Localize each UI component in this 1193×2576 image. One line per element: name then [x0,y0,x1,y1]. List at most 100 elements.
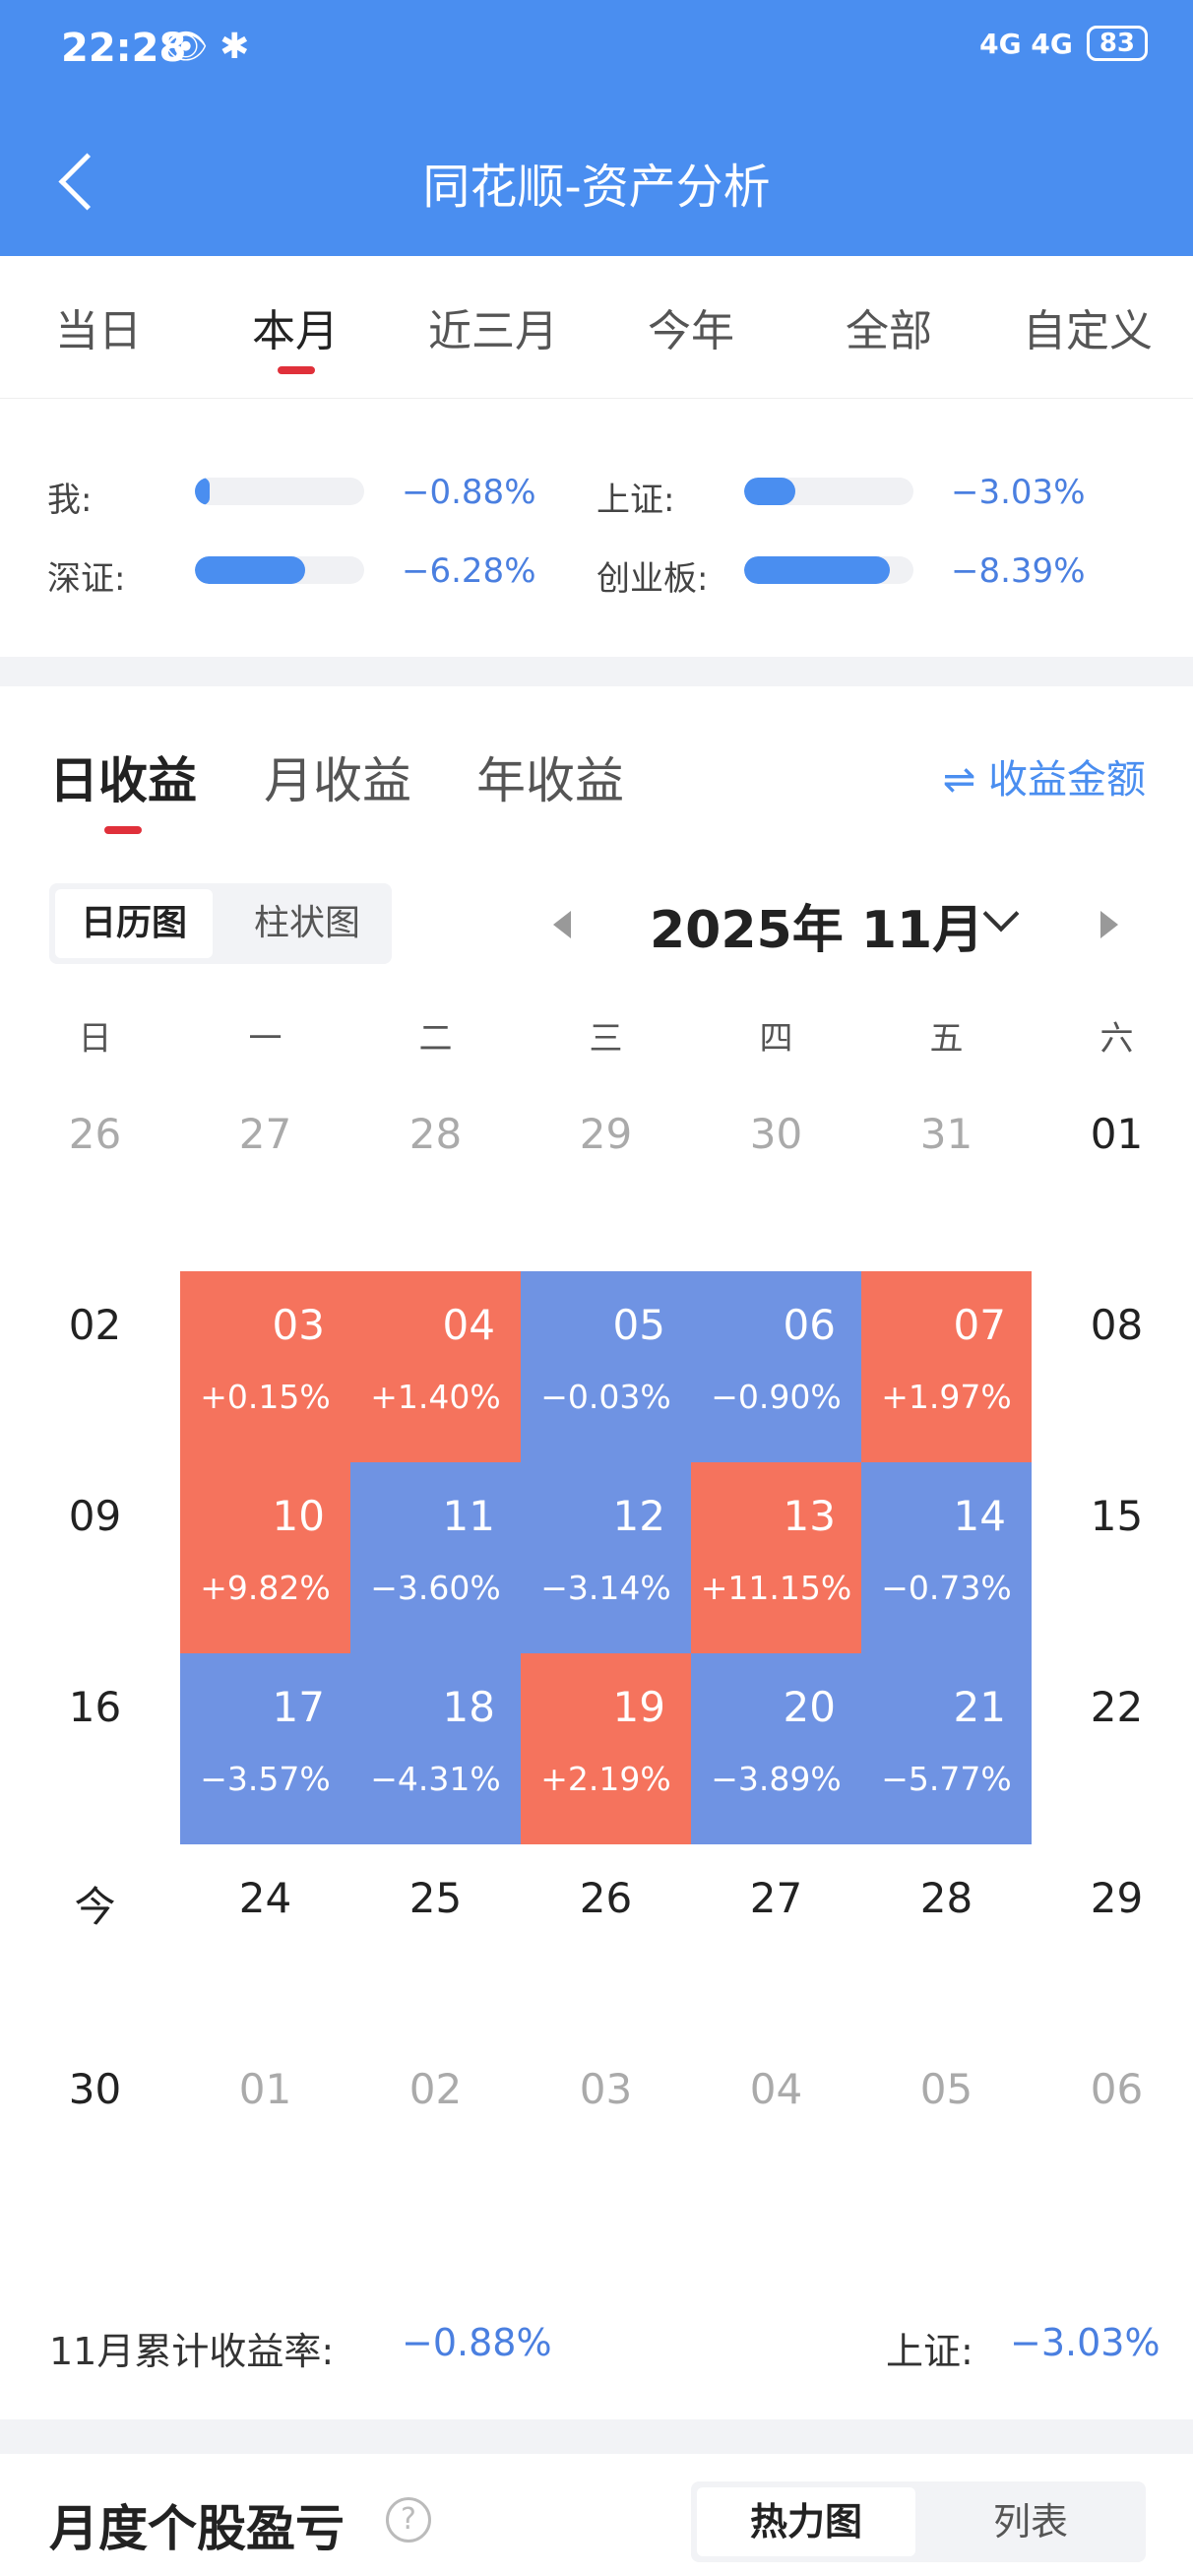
calendar-day[interactable]: 15 [1032,1462,1193,1653]
cmp-bar-me [195,478,364,505]
calendar-day[interactable]: 30 [691,1080,861,1271]
page-title: 同花顺-资产分析 [422,160,771,215]
calendar-day[interactable]: 13 +11.15% [691,1462,861,1653]
day-number: 18 [442,1683,495,1731]
tab-three-months[interactable]: 近三月 [428,306,558,356]
weekday-label: 三 [589,1019,623,1059]
day-return: +0.15% [200,1378,331,1416]
month-selector[interactable]: 2025年 11月 [650,901,984,960]
next-month-icon[interactable] [1100,911,1118,938]
calendar-day[interactable]: 22 [1032,1653,1193,1844]
day-number: 14 [953,1492,1006,1540]
day-number: 06 [1090,2065,1144,2113]
day-number: 28 [408,1110,463,1158]
amount-toggle-button[interactable]: ⇌ 收益金额 [942,757,1146,803]
day-number: 15 [1090,1492,1144,1540]
day-return: −0.73% [881,1569,1012,1607]
calendar-day[interactable]: 16 [10,1653,180,1844]
view-toggle: 日历图 柱状图 [49,883,392,964]
calendar-day[interactable]: 05 [861,2035,1032,2226]
day-return: −0.90% [711,1378,842,1416]
day-number: 04 [749,2065,803,2113]
calendar-day[interactable]: 06 −0.90% [691,1271,861,1462]
tab-yearly-return[interactable]: 年收益 [476,752,624,809]
calendar-day[interactable]: 11 −3.60% [350,1462,521,1653]
prev-month-icon[interactable] [553,911,571,938]
calendar-day[interactable]: 24 [180,1844,350,2035]
day-return: −3.14% [540,1569,671,1607]
calendar-day[interactable]: 27 [180,1080,350,1271]
view-bar-button[interactable]: 柱状图 [253,903,360,943]
day-number: 21 [953,1683,1006,1731]
calendar-day[interactable]: 今 [10,1844,180,2035]
heatmap-button[interactable]: 热力图 [697,2487,915,2556]
day-number: 30 [68,2065,122,2113]
calendar-day[interactable]: 01 [180,2035,350,2226]
tab-daily-return[interactable]: 日收益 [49,752,197,809]
calendar-day[interactable]: 19 +2.19% [521,1653,691,1844]
calendar-day[interactable]: 31 [861,1080,1032,1271]
list-button[interactable]: 列表 [992,2500,1068,2544]
calendar-day[interactable]: 01 [1032,1080,1193,1271]
day-number: 09 [68,1492,122,1540]
day-return: −5.77% [881,1760,1012,1798]
cmp-bar-shanghai [744,478,913,505]
calendar-day[interactable]: 27 [691,1844,861,2035]
calendar-day[interactable]: 18 −4.31% [350,1653,521,1844]
calendar-day[interactable]: 02 [10,1271,180,1462]
calendar-day[interactable]: 12 −3.14% [521,1462,691,1653]
day-number: 11 [442,1492,495,1540]
cmp-value-me: −0.88% [402,473,536,512]
tab-all[interactable]: 全部 [846,306,932,356]
calendar-day[interactable]: 17 −3.57% [180,1653,350,1844]
day-number: 26 [579,1874,633,1922]
calendar-day[interactable]: 28 [861,1844,1032,2035]
cmp-value-shanghai: −3.03% [951,473,1086,512]
calendar-day[interactable]: 06 [1032,2035,1193,2226]
day-return: +1.97% [881,1378,1012,1416]
chevron-down-icon[interactable] [982,895,1020,933]
calendar-day[interactable]: 02 [350,2035,521,2226]
index-label: 上证: [886,2330,973,2373]
weekday-label: 六 [1099,1019,1134,1059]
calendar-day[interactable]: 14 −0.73% [861,1462,1032,1653]
help-icon[interactable]: ? [386,2497,431,2543]
calendar-day[interactable]: 29 [1032,1844,1193,2035]
comparison-card: 我: −0.88% 上证: −3.03% 深证: −6.28% 创业板: −8.… [0,399,1193,657]
tab-this-year[interactable]: 今年 [648,306,734,356]
index-value: −3.03% [1010,2321,1161,2364]
calendar-day[interactable]: 07 +1.97% [861,1271,1032,1462]
calendar-day[interactable]: 30 [10,2035,180,2226]
stock-pnl-card: 月度个股盈亏 ? 热力图 列表 [0,2454,1193,2576]
period-tabs: 当日 本月 近三月 今年 全部 自定义 [0,256,1193,399]
tab-custom[interactable]: 自定义 [1023,306,1153,356]
calendar-day[interactable]: 04 [691,2035,861,2226]
day-number: 28 [919,1874,973,1922]
calendar-day[interactable]: 29 [521,1080,691,1271]
tab-monthly-return[interactable]: 月收益 [264,752,411,809]
calendar-day[interactable]: 28 [350,1080,521,1271]
calendar-day[interactable]: 21 −5.77% [861,1653,1032,1844]
day-number: 04 [442,1301,495,1349]
cmp-label-shanghai: 上证: [596,481,675,520]
day-return: +2.19% [540,1760,671,1798]
calendar-day[interactable]: 10 +9.82% [180,1462,350,1653]
tab-today[interactable]: 当日 [55,306,142,356]
day-return: −3.60% [370,1569,501,1607]
calendar-day[interactable]: 03 +0.15% [180,1271,350,1462]
calendar-day[interactable]: 05 −0.03% [521,1271,691,1462]
calendar-day[interactable]: 08 [1032,1271,1193,1462]
calendar-day[interactable]: 25 [350,1844,521,2035]
day-number: 30 [749,1110,803,1158]
calendar-day[interactable]: 03 [521,2035,691,2226]
calendar-day[interactable]: 26 [521,1844,691,2035]
day-number: 29 [579,1110,633,1158]
cmp-value-chinext: −8.39% [951,551,1086,591]
view-calendar-button[interactable]: 日历图 [55,889,213,958]
calendar-day[interactable]: 09 [10,1462,180,1653]
calendar-day[interactable]: 04 +1.40% [350,1271,521,1462]
tab-this-month[interactable]: 本月 [252,306,339,356]
cmp-label-me: 我: [47,481,93,520]
calendar-day[interactable]: 26 [10,1080,180,1271]
calendar-day[interactable]: 20 −3.89% [691,1653,861,1844]
